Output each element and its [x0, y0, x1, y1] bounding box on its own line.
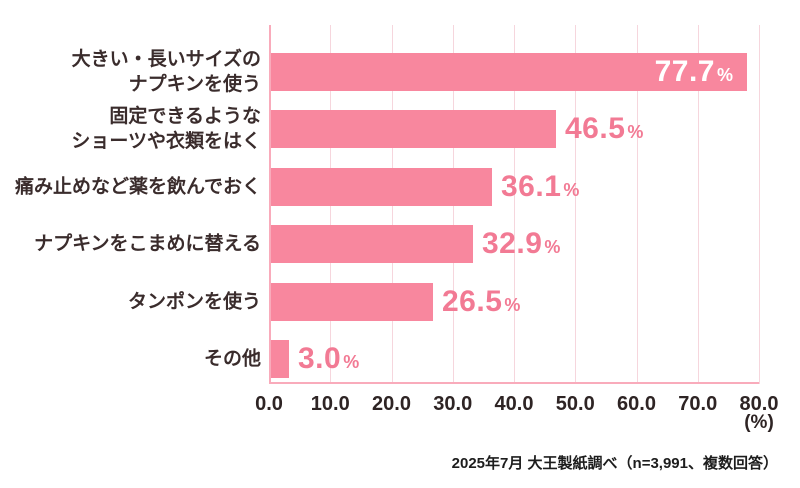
- x-tick-label: 30.0: [433, 393, 473, 415]
- category-label: ナプキンをこまめに替える: [0, 231, 261, 256]
- category-label-line: その他: [203, 348, 261, 370]
- bar: [271, 225, 473, 263]
- category-label: 大きい・長いサイズのナプキンを使う: [0, 47, 261, 97]
- x-tick-label: 40.0: [494, 393, 534, 415]
- percent-sign: %: [544, 237, 561, 257]
- value-number: 77.7: [654, 55, 715, 88]
- value-label: 46.5%: [565, 110, 643, 148]
- x-tick-label: 20.0: [372, 393, 411, 415]
- percent-sign: %: [343, 352, 360, 372]
- category-label-line: 痛み止めなど薬を飲んでおく: [14, 176, 261, 198]
- source-note: 2025年7月 大王製紙調べ（n=3,991、複数回答）: [451, 455, 778, 472]
- gridline: [637, 25, 638, 384]
- gridline: [514, 25, 515, 384]
- bar: [271, 110, 556, 148]
- percent-sign: %: [504, 295, 521, 315]
- value-number: 3.0: [298, 342, 342, 375]
- value-label: 3.0%: [298, 340, 359, 378]
- x-tick-label: 70.0: [678, 393, 718, 415]
- x-tick-label: 0.0: [255, 393, 283, 415]
- category-label-line: ナプキンを使う: [128, 74, 261, 95]
- value-label: 36.1%: [501, 168, 579, 206]
- category-label-line: ナプキンをこまめに替える: [34, 233, 261, 255]
- x-axis-line: [269, 382, 759, 384]
- value-number: 26.5: [442, 285, 503, 318]
- x-tick-label: 60.0: [617, 393, 656, 415]
- category-label: その他: [0, 346, 261, 371]
- x-axis-unit-label: (%): [744, 412, 774, 433]
- percent-sign: %: [716, 65, 733, 85]
- category-label-line: 固定できるような: [109, 105, 261, 127]
- value-number: 36.1: [501, 170, 562, 203]
- gridline: [698, 25, 699, 384]
- bar: [271, 53, 747, 91]
- category-label-line: ショーツや衣類をはく: [71, 131, 261, 152]
- category-label-line: タンポンを使う: [127, 291, 261, 313]
- x-tick-label: 50.0: [555, 393, 595, 415]
- category-label: 痛み止めなど薬を飲んでおく: [0, 174, 261, 199]
- value-label: 26.5%: [442, 283, 520, 321]
- x-tick-label: 80.0: [739, 393, 779, 415]
- plot-area: 77.7% 46.5% 36.1% 32.9% 26.5% 3.0%: [269, 25, 760, 384]
- value-number: 32.9: [482, 227, 543, 260]
- value-label: 32.9%: [482, 225, 560, 263]
- percent-sign: %: [627, 122, 644, 142]
- value-label: 77.7%: [271, 53, 733, 91]
- gridline: [759, 25, 760, 384]
- bar: [271, 168, 492, 206]
- y-axis-line: [269, 25, 271, 384]
- x-tick-label: 10.0: [310, 393, 350, 415]
- category-label: タンポンを使う: [0, 289, 261, 314]
- value-number: 46.5: [565, 112, 626, 145]
- percent-sign: %: [563, 180, 580, 200]
- gridline: [575, 25, 576, 384]
- category-label: 固定できるようなショーツや衣類をはく: [0, 104, 261, 154]
- bar: [271, 283, 433, 321]
- bar: [271, 340, 289, 378]
- category-label-line: 大きい・長いサイズの: [71, 48, 261, 70]
